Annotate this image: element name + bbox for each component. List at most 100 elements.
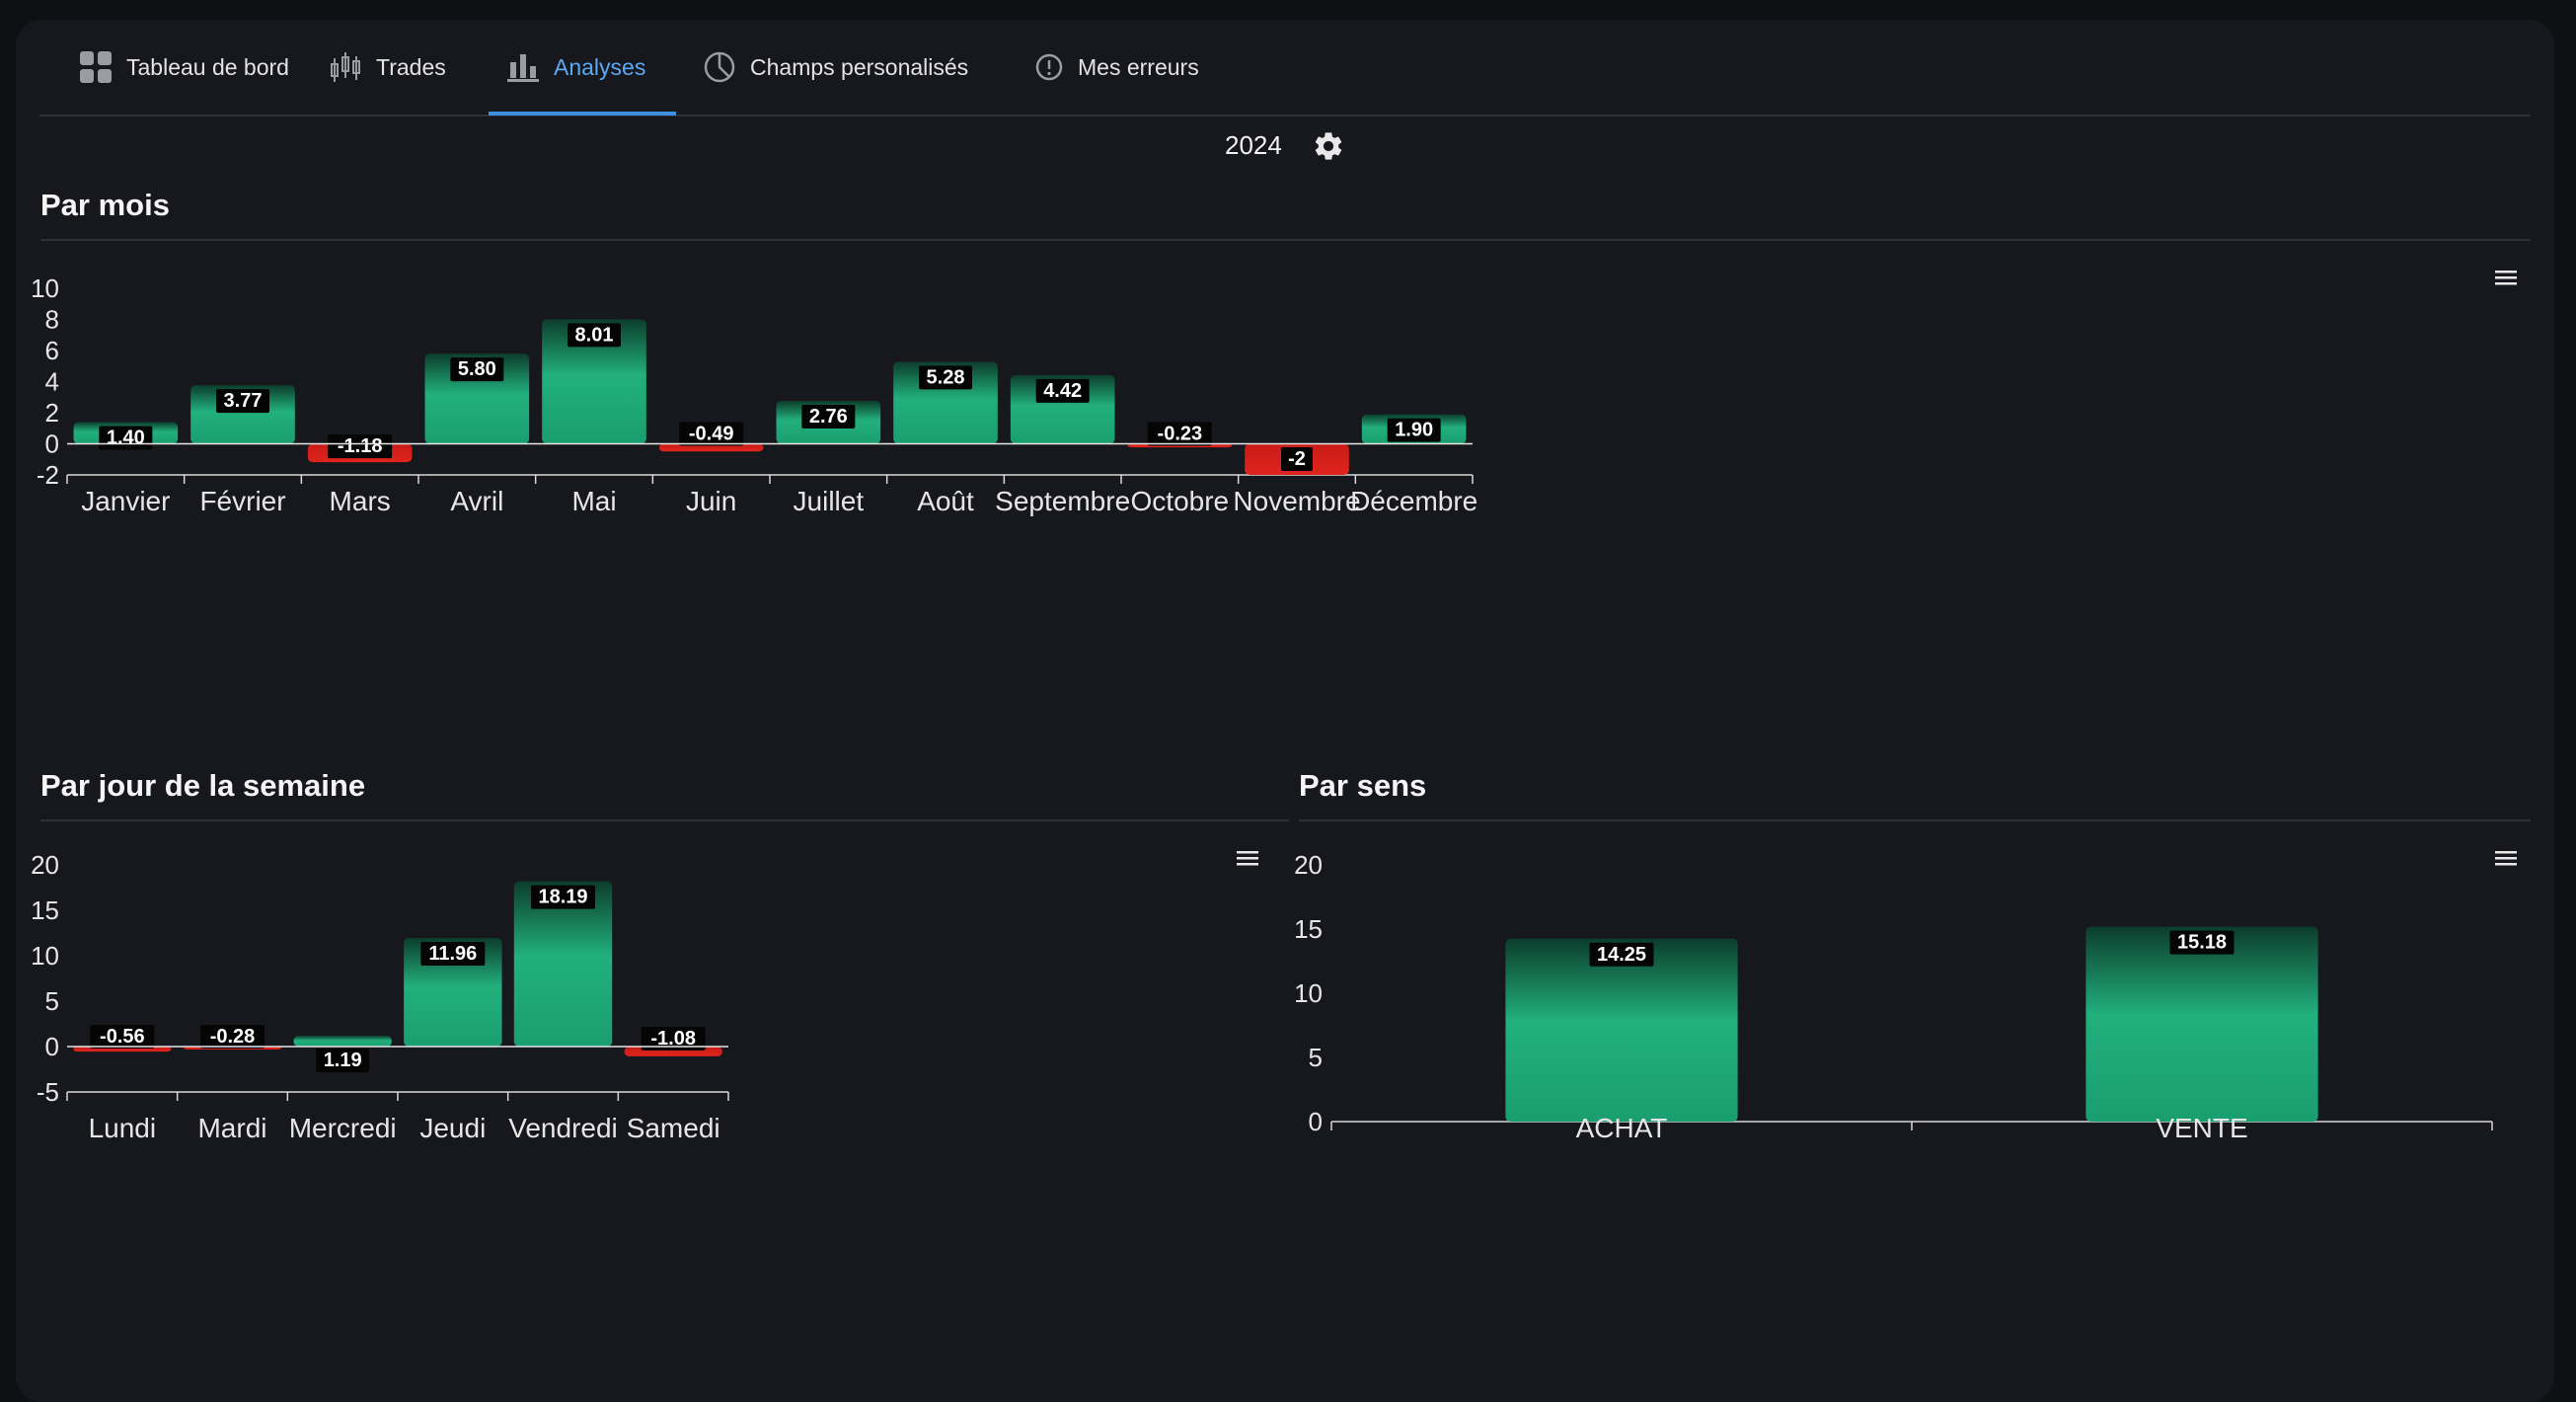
y-tick-label: 2 <box>45 398 59 428</box>
data-label-bg <box>919 365 972 390</box>
tab-analyses[interactable]: Analyses <box>506 20 645 115</box>
data-label-bg <box>1281 447 1313 471</box>
data-label: 11.96 <box>428 943 477 965</box>
y-tick-label: 0 <box>1309 1107 1323 1136</box>
category-label: Juillet <box>794 486 865 516</box>
tab-trades[interactable]: Trades <box>329 20 446 115</box>
tab-my-errors[interactable]: Mes erreurs <box>1034 20 1199 115</box>
data-label: -0.28 <box>210 1026 256 1048</box>
category-label: Mars <box>330 486 391 516</box>
data-label-bg <box>1589 942 1654 967</box>
nav-tabs: Tableau de bord Trades Analyses <box>39 20 2531 117</box>
data-label-bg <box>1387 418 1441 442</box>
data-label: 4.42 <box>1043 380 1082 402</box>
y-tick-label: 15 <box>1294 914 1323 944</box>
bar <box>542 319 646 444</box>
data-label-bg <box>801 405 856 429</box>
tab-label: Tableau de bord <box>126 53 289 80</box>
category-label: Janvier <box>81 486 170 516</box>
data-label: 1.40 <box>107 427 145 448</box>
data-label: 5.28 <box>927 366 965 388</box>
data-label: -0.56 <box>100 1026 145 1048</box>
analytics-panel: Tableau de bord Trades Analyses <box>16 20 2554 1402</box>
bar <box>513 881 613 1047</box>
year-selector[interactable]: 2024 <box>1225 130 1282 160</box>
data-label-bg <box>328 434 393 459</box>
chart-menu-icon[interactable] <box>1233 843 1262 873</box>
category-label: Lundi <box>89 1113 157 1143</box>
data-label: 15.18 <box>2177 932 2227 954</box>
data-label-bg <box>316 1049 370 1072</box>
data-label: 14.25 <box>1597 944 1646 966</box>
data-label: -2 <box>1288 448 1306 470</box>
section-title-monthly: Par mois <box>40 188 170 222</box>
category-label: Mai <box>571 486 616 516</box>
category-label: Novembre <box>1233 486 1360 516</box>
y-tick-label: 0 <box>45 1032 59 1061</box>
y-tick-label: 5 <box>1309 1043 1323 1072</box>
category-label: Décembre <box>1350 486 1477 516</box>
data-label: -1.08 <box>650 1028 696 1050</box>
y-tick-label: -5 <box>37 1077 59 1107</box>
y-tick-label: 5 <box>45 986 59 1016</box>
y-tick-label: 20 <box>31 850 59 880</box>
data-label-bg <box>641 1026 706 1051</box>
y-tick-label: 8 <box>45 305 59 335</box>
data-label-bg <box>420 941 486 966</box>
data-label: -0.23 <box>1158 424 1203 445</box>
data-label: -0.49 <box>689 424 734 445</box>
y-tick-label: 15 <box>31 896 59 925</box>
chart-menu-icon[interactable] <box>2491 843 2521 873</box>
category-label: Avril <box>450 486 503 516</box>
y-tick-label: 10 <box>31 941 59 971</box>
data-label: 1.19 <box>324 1050 362 1071</box>
y-tick-label: 4 <box>45 367 59 397</box>
chart-menu-icon[interactable] <box>2491 263 2521 292</box>
gear-icon[interactable] <box>1312 129 1345 163</box>
data-label-bg <box>2169 930 2235 955</box>
data-label-bg <box>679 422 744 446</box>
data-label-bg <box>216 389 269 414</box>
direction-pnl-chart: 20 15 10 5 0 14.25 ACHAT 15.18 VENTE <box>1294 850 2493 1143</box>
y-tick-label: -2 <box>37 460 59 490</box>
y-tick-label: 0 <box>45 429 59 459</box>
tab-label: Champs personalisés <box>750 53 969 80</box>
category-label: VENTE <box>2156 1113 2247 1143</box>
bar <box>293 1036 392 1047</box>
tab-dashboard[interactable]: Tableau de bord <box>79 20 289 115</box>
data-label-bg <box>1035 378 1090 403</box>
category-label: Septembre <box>995 486 1130 516</box>
data-label-bg <box>200 1025 265 1049</box>
category-label: Février <box>199 486 285 516</box>
bar <box>2085 926 2318 1122</box>
bar <box>1505 938 1738 1122</box>
data-label: 18.19 <box>538 887 587 908</box>
divider <box>40 819 1289 821</box>
alert-circle-icon <box>1035 53 1063 81</box>
y-tick-label: 10 <box>1294 978 1323 1008</box>
data-label: 3.77 <box>224 390 263 412</box>
data-label-bg <box>90 1025 155 1049</box>
category-label: Octobre <box>1131 486 1230 516</box>
section-title-direction: Par sens <box>1299 768 1427 803</box>
divider <box>40 239 2531 241</box>
active-tab-indicator <box>489 112 676 116</box>
y-tick-label: 10 <box>31 273 59 303</box>
category-label: Mardi <box>197 1113 266 1143</box>
data-label-bg <box>450 357 504 382</box>
data-label: 2.76 <box>809 406 848 428</box>
data-label: 8.01 <box>575 324 614 346</box>
category-label: Samedi <box>627 1113 720 1143</box>
bar-chart-icon <box>507 54 539 82</box>
data-label: 1.90 <box>1395 420 1433 441</box>
category-label: Juin <box>686 486 736 516</box>
tab-label: Trades <box>376 53 446 80</box>
tab-custom-fields[interactable]: Champs personalisés <box>703 20 968 115</box>
pie-chart-icon <box>704 51 735 83</box>
tab-label: Mes erreurs <box>1078 53 1199 80</box>
candlestick-icon <box>331 52 360 82</box>
section-title-weekday: Par jour de la semaine <box>40 768 366 803</box>
monthly-pnl-chart: 1086420-21.40Janvier3.77Février-1.18Mars… <box>31 273 1477 516</box>
weekday-pnl-chart: 20 15 10 5 0 -5 -0.56 Lundi -0.28 Mardi 1.19 Mercre… <box>31 850 729 1143</box>
divider <box>1299 819 2531 821</box>
